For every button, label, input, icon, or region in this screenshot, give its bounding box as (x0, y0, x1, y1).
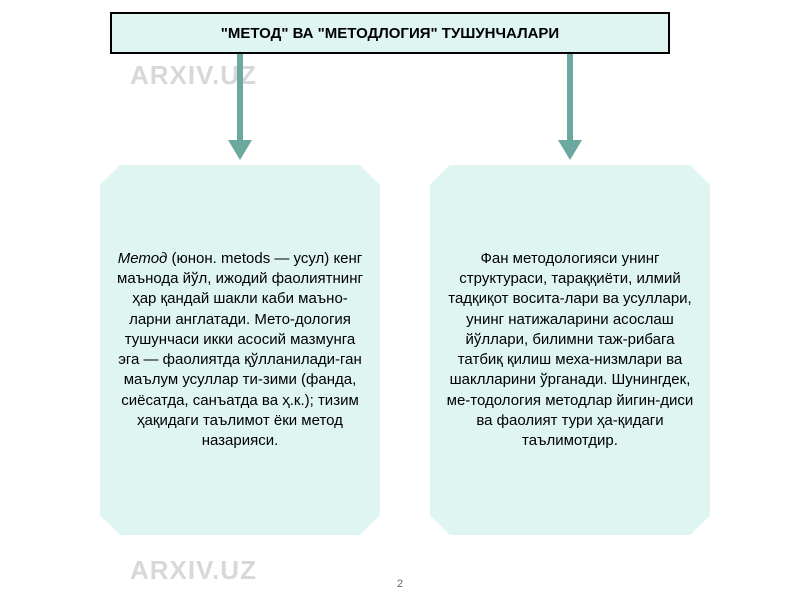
connector-right-vertical (567, 54, 573, 145)
arrow-right (558, 140, 582, 160)
arrow-left (228, 140, 252, 160)
corner-cut (690, 515, 730, 555)
definition-left-text: Метод (юнон. metods — усул) кенг маънода… (114, 249, 366, 452)
corner-cut (80, 145, 120, 185)
header-title: "МЕТОД" ВА "МЕТОДЛОГИЯ" ТУШУНЧАЛАРИ (221, 25, 559, 42)
corner-cut (360, 515, 400, 555)
header-title-box: "МЕТОД" ВА "МЕТОДЛОГИЯ" ТУШУНЧАЛАРИ (110, 12, 670, 54)
corner-cut (80, 515, 120, 555)
definition-left-lead: Метод (118, 250, 168, 267)
page-number: 2 (397, 578, 403, 590)
definition-left-body: (юнон. metods — усул) кенг маънода йўл, … (117, 250, 363, 449)
connector-left-vertical (237, 54, 243, 145)
definition-right-text: Фан методологияси унинг структураси, тар… (444, 249, 696, 452)
corner-cut (360, 145, 400, 185)
corner-cut (410, 145, 450, 185)
corner-cut (410, 515, 450, 555)
corner-cut (690, 145, 730, 185)
watermark: ARXIV.UZ (130, 555, 257, 586)
definition-box-left: Метод (юнон. metods — усул) кенг маънода… (100, 165, 380, 535)
definition-box-right: Фан методологияси унинг структураси, тар… (430, 165, 710, 535)
